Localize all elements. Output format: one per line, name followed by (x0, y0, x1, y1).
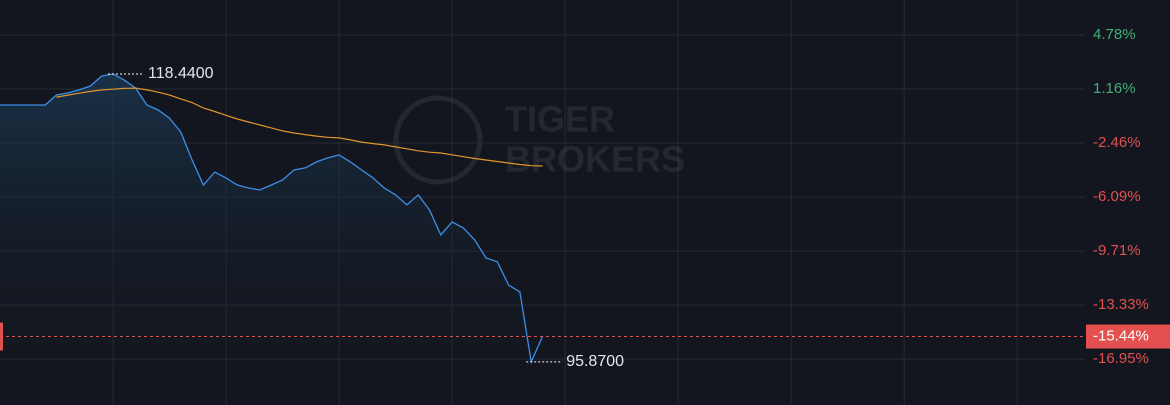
y-tick-label: -6.09% (1093, 188, 1141, 205)
series-line (0, 73, 544, 365)
y-tick-label: 4.78% (1093, 26, 1136, 43)
y-tick-label: -9.71% (1093, 242, 1141, 259)
watermark-text: TIGER (505, 99, 615, 140)
y-tick-label: 1.16% (1093, 80, 1136, 97)
watermark-logo (393, 95, 483, 185)
current-edge-marker (0, 322, 3, 351)
series-line (56, 87, 543, 167)
y-tick-label: -13.33% (1093, 296, 1149, 313)
annotation-label: 95.8700 (566, 353, 624, 370)
watermark-text: BROKERS (505, 139, 685, 180)
current-badge (1086, 324, 1170, 349)
y-tick-label: -16.95% (1093, 350, 1149, 367)
annotation-label: 118.4400 (148, 65, 214, 82)
y-tick-label: -2.46% (1093, 134, 1141, 151)
area-fill (0, 74, 543, 395)
current-label: -15.44% (1093, 328, 1149, 345)
